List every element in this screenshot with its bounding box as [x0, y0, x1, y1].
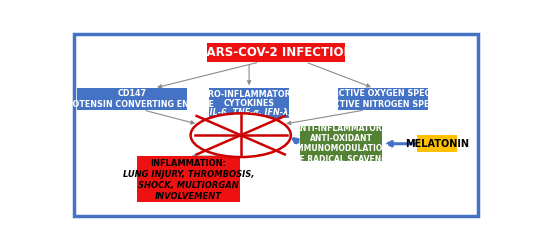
Text: PRO-INFLAMMATORY: PRO-INFLAMMATORY: [202, 90, 296, 99]
FancyBboxPatch shape: [300, 126, 382, 161]
FancyBboxPatch shape: [137, 156, 240, 202]
FancyBboxPatch shape: [77, 88, 188, 110]
Text: ANTI-INFLAMMATORY
ANTI-OXIDANT
IMMUNOMODULATION
FREE RADICAL SCAVENGER: ANTI-INFLAMMATORY ANTI-OXIDANT IMMUNOMOD…: [283, 124, 399, 164]
FancyBboxPatch shape: [209, 88, 289, 118]
FancyBboxPatch shape: [338, 88, 427, 110]
FancyBboxPatch shape: [74, 34, 478, 216]
Text: SHOCK, MULTIORGAN: SHOCK, MULTIORGAN: [138, 181, 239, 190]
Text: INFLAMMATION:: INFLAMMATION:: [150, 159, 226, 168]
FancyBboxPatch shape: [417, 135, 457, 152]
Text: LUNG INJURY, THROMBOSIS,: LUNG INJURY, THROMBOSIS,: [123, 170, 254, 179]
Text: INVOLVEMENT: INVOLVEMENT: [155, 192, 222, 201]
Ellipse shape: [191, 113, 291, 157]
FancyBboxPatch shape: [208, 43, 345, 62]
Text: MELATONIN: MELATONIN: [405, 139, 469, 149]
Text: (IL-6, TNF-α, IFN-λ): (IL-6, TNF-α, IFN-λ): [206, 108, 292, 117]
Text: SARS-COV-2 INFECTION: SARS-COV-2 INFECTION: [198, 46, 354, 59]
Text: CYTOKINES: CYTOKINES: [224, 99, 275, 108]
Text: REACTIVE OXYGEN SPECIES
REACTIVE NITROGEN SPECIES: REACTIVE OXYGEN SPECIES REACTIVE NITROGE…: [316, 89, 450, 109]
Text: CD147
ANGIOTENSIN CONVERTING ENZYME: CD147 ANGIOTENSIN CONVERTING ENZYME: [50, 89, 214, 109]
